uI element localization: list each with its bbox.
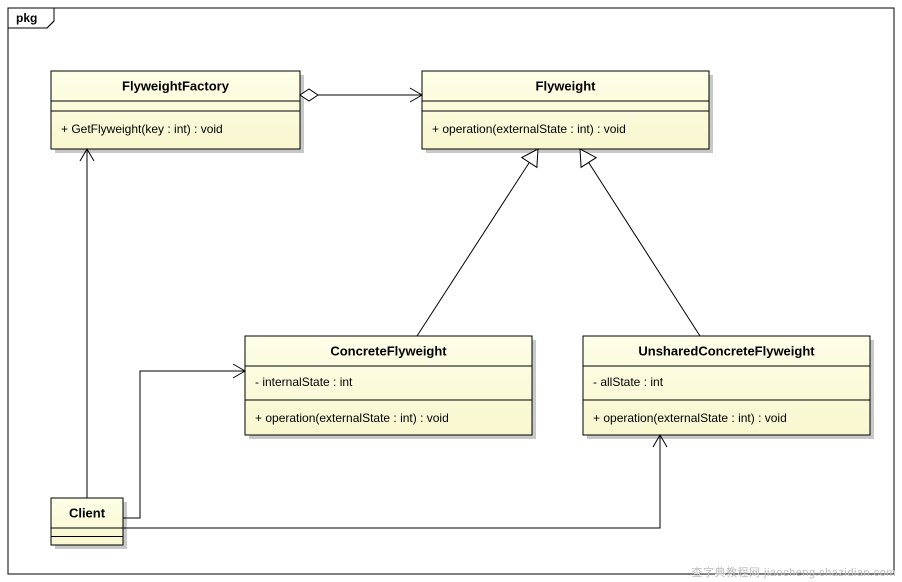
class-title-unshared_concrete_flyweight: UnsharedConcreteFlyweight [638,343,815,358]
edge-client-to-factory [80,149,94,498]
class-client: Client [51,498,127,549]
class-unshared_concrete_flyweight: UnsharedConcreteFlyweight - allState : in… [583,336,874,439]
class-title-flyweight_factory: FlyweightFactory [122,78,230,93]
class-title-concrete_flyweight: ConcreteFlyweight [330,343,447,358]
uml-diagram: pkg FlyweightFactory + GetFlyweight(key : … [0,0,902,582]
edge-client-to-concrete [123,364,245,518]
class-title-flyweight: Flyweight [536,78,597,93]
class-op: + operation(externalState : int) : void [255,411,449,425]
class-attr: - internalState : int [255,375,353,389]
package-label: pkg [16,11,37,25]
class-attr: - allState : int [593,375,664,389]
edge-client-to-unshared [123,435,667,528]
class-flyweight: Flyweight + operation(externalState : int… [422,71,713,153]
edge-unshared-to-flyweight [580,149,700,336]
edge-concrete-to-flyweight [417,149,538,336]
edge-factory-to-flyweight [300,88,422,102]
class-op: + GetFlyweight(key : int) : void [61,122,223,136]
class-op: + operation(externalState : int) : void [593,411,787,425]
class-flyweight_factory: FlyweightFactory + GetFlyweight(key : int… [51,71,304,153]
watermark-text: 查字典教程网 jiaocheng.chazidian.com [691,564,896,580]
class-concrete_flyweight: ConcreteFlyweight - internalState : int + … [245,336,536,439]
class-op: + operation(externalState : int) : void [432,122,626,136]
class-title-client: Client [69,505,106,520]
